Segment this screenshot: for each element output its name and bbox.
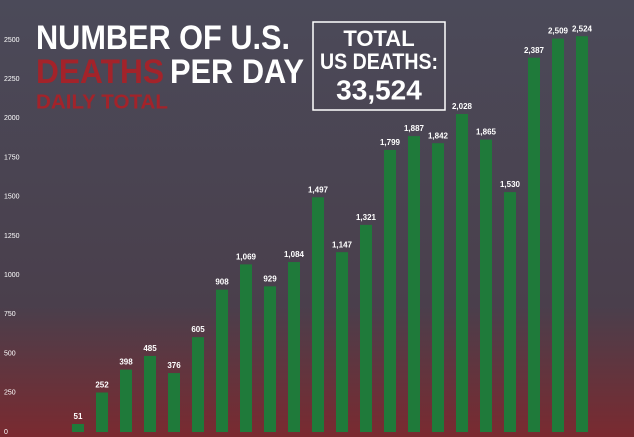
value-label: 1,799 xyxy=(380,138,401,147)
value-label: 1,321 xyxy=(356,213,377,222)
bar xyxy=(456,114,468,433)
bar xyxy=(72,424,84,432)
y-tick-label: 2000 xyxy=(4,115,20,122)
bar xyxy=(264,286,276,432)
value-label: 1,530 xyxy=(500,180,521,189)
y-tick-label: 2250 xyxy=(4,76,20,83)
value-label: 2,509 xyxy=(548,27,569,36)
value-label: 2,387 xyxy=(524,46,545,55)
bar xyxy=(408,136,420,432)
value-label: 929 xyxy=(263,274,277,283)
title-highlight: DEATHS xyxy=(36,53,164,91)
bar xyxy=(528,57,540,433)
total-label: US DEATHS: xyxy=(320,49,438,74)
value-label: 398 xyxy=(119,358,133,367)
value-label: 908 xyxy=(215,278,229,287)
value-label: 2,028 xyxy=(452,102,473,111)
bar xyxy=(240,264,252,432)
y-tick-label: 1500 xyxy=(4,194,20,201)
total-box xyxy=(312,21,446,111)
value-label: 51 xyxy=(74,412,83,421)
value-label: 485 xyxy=(143,344,157,353)
bar xyxy=(552,38,564,432)
value-label: 1,147 xyxy=(332,240,353,249)
bar xyxy=(192,337,204,432)
bar xyxy=(384,149,396,432)
bar xyxy=(144,355,156,432)
bar xyxy=(336,252,348,432)
bar xyxy=(120,369,132,432)
bar xyxy=(576,36,588,432)
title-rest: PER DAY xyxy=(170,53,304,91)
bar xyxy=(216,289,228,432)
bar xyxy=(288,262,300,432)
y-tick-label: 1750 xyxy=(4,154,20,161)
bar xyxy=(360,224,372,432)
value-label: 1,842 xyxy=(428,131,449,140)
bar xyxy=(480,139,492,432)
value-label: 1,084 xyxy=(284,250,305,259)
bar xyxy=(312,197,324,432)
y-tick-label: 1000 xyxy=(4,272,20,279)
total-value: 33,524 xyxy=(336,74,422,105)
value-label: 376 xyxy=(167,361,181,370)
bar xyxy=(432,143,444,433)
y-tick-label: 1250 xyxy=(4,233,20,240)
value-label: 605 xyxy=(191,325,205,334)
y-tick-label: 500 xyxy=(4,350,16,357)
value-label: 1,069 xyxy=(236,252,257,261)
total-label: TOTAL xyxy=(343,26,414,51)
y-tick-label: 0 xyxy=(4,429,8,436)
bar xyxy=(96,392,108,432)
y-tick-label: 750 xyxy=(4,311,16,318)
value-label: 1,887 xyxy=(404,124,425,133)
y-tick-label: 250 xyxy=(4,390,16,397)
value-label: 2,524 xyxy=(572,24,593,33)
bar xyxy=(168,373,180,432)
y-tick-label: 2500 xyxy=(4,37,20,44)
value-label: 1,865 xyxy=(476,128,497,137)
chart-title: NUMBER OF U.S. xyxy=(36,19,290,57)
value-label: 1,497 xyxy=(308,185,329,194)
bar xyxy=(504,192,516,432)
subtitle: DAILY TOTAL xyxy=(36,91,168,113)
value-label: 252 xyxy=(95,381,109,390)
